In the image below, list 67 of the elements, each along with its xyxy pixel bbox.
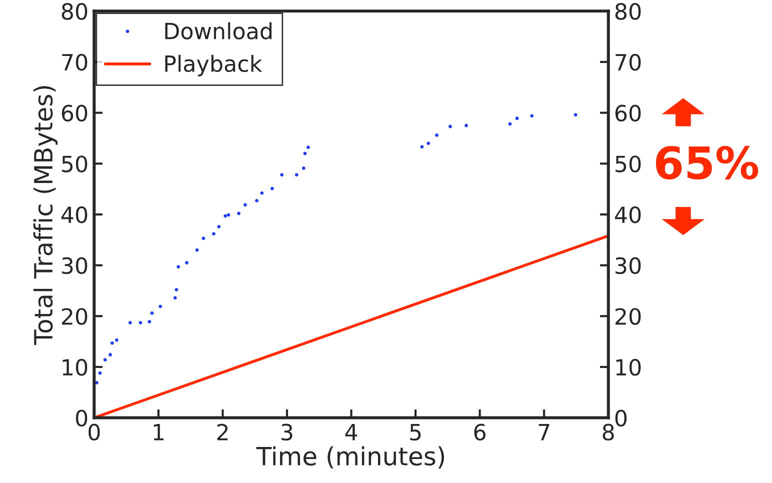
- point: [420, 145, 424, 149]
- legend-label: Playback: [165, 54, 262, 76]
- point: [173, 296, 177, 300]
- x-tick-label: 6: [474, 424, 486, 441]
- point: [426, 142, 430, 145]
- point: [435, 133, 438, 137]
- y2-tick-label: 20: [616, 308, 641, 325]
- point: [110, 341, 114, 345]
- y2-tick-label: 40: [614, 206, 641, 224]
- point: [95, 381, 98, 384]
- y2-tick-label: 10: [616, 358, 641, 376]
- y2-tick-label: 70: [616, 54, 641, 71]
- point: [176, 265, 180, 269]
- point: [185, 261, 188, 264]
- point: [530, 114, 534, 118]
- point: [202, 236, 206, 240]
- y-tick-label: 30: [62, 257, 88, 274]
- point: [294, 173, 298, 176]
- point: [448, 124, 452, 128]
- y-tick-label: 60: [62, 104, 88, 122]
- point: [464, 124, 468, 128]
- point: [217, 224, 221, 228]
- point: [158, 304, 162, 308]
- point: [306, 146, 310, 150]
- point: [280, 173, 284, 176]
- point: [128, 321, 132, 324]
- point: [515, 116, 519, 120]
- x-axis-title: Time (minutes): [256, 446, 444, 469]
- point: [114, 338, 118, 342]
- y-tick-label: 0: [76, 410, 88, 427]
- y-tick-label: 40: [61, 206, 88, 224]
- point: [98, 371, 102, 375]
- point: [108, 353, 112, 356]
- point: [148, 320, 152, 324]
- x-tick-label: 0: [88, 424, 100, 441]
- y2-tick-label: 0: [615, 410, 627, 427]
- y-axis-title: Total Traffic (MBytes): [33, 86, 58, 346]
- x-tick-label: 8: [602, 424, 614, 441]
- point: [302, 166, 306, 170]
- text: 65%: [656, 146, 758, 180]
- point: [237, 212, 240, 216]
- point: [103, 358, 107, 362]
- y-tick-label: 20: [62, 308, 88, 325]
- y2-tick-label: 80: [615, 3, 641, 20]
- y-tick-label: 50: [62, 156, 88, 172]
- x-tick-label: 5: [410, 424, 421, 441]
- y2-tick-label: 50: [616, 156, 641, 172]
- point: [574, 113, 578, 117]
- point: [255, 199, 258, 202]
- x-tick-label: 1: [154, 424, 164, 440]
- y-tick-label: 80: [62, 3, 88, 20]
- legend-label: Download: [165, 22, 272, 40]
- x-tick-label: 7: [538, 424, 550, 440]
- point: [212, 232, 216, 236]
- x-tick-label: 2: [217, 424, 228, 440]
- y2-tick-label: 60: [615, 104, 641, 122]
- point: [138, 321, 142, 324]
- y-tick-label: 70: [62, 54, 88, 71]
- point: [224, 214, 227, 218]
- y2-tick-label: 30: [616, 257, 641, 274]
- x-tick-label: 4: [345, 424, 358, 440]
- x-tick-label: 3: [282, 424, 292, 441]
- point: [244, 203, 247, 206]
- y-tick-label: 10: [62, 358, 88, 376]
- point: [174, 288, 178, 292]
- point: [270, 186, 274, 190]
- point: [260, 191, 264, 195]
